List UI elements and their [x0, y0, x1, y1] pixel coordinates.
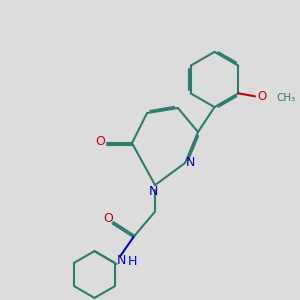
Text: O: O [96, 135, 105, 148]
Text: H: H [128, 255, 137, 268]
Text: O: O [257, 90, 266, 103]
Text: CH₃: CH₃ [276, 93, 295, 103]
Text: O: O [103, 212, 113, 226]
Text: N: N [117, 254, 126, 268]
Text: N: N [186, 156, 195, 170]
Text: N: N [149, 185, 158, 198]
